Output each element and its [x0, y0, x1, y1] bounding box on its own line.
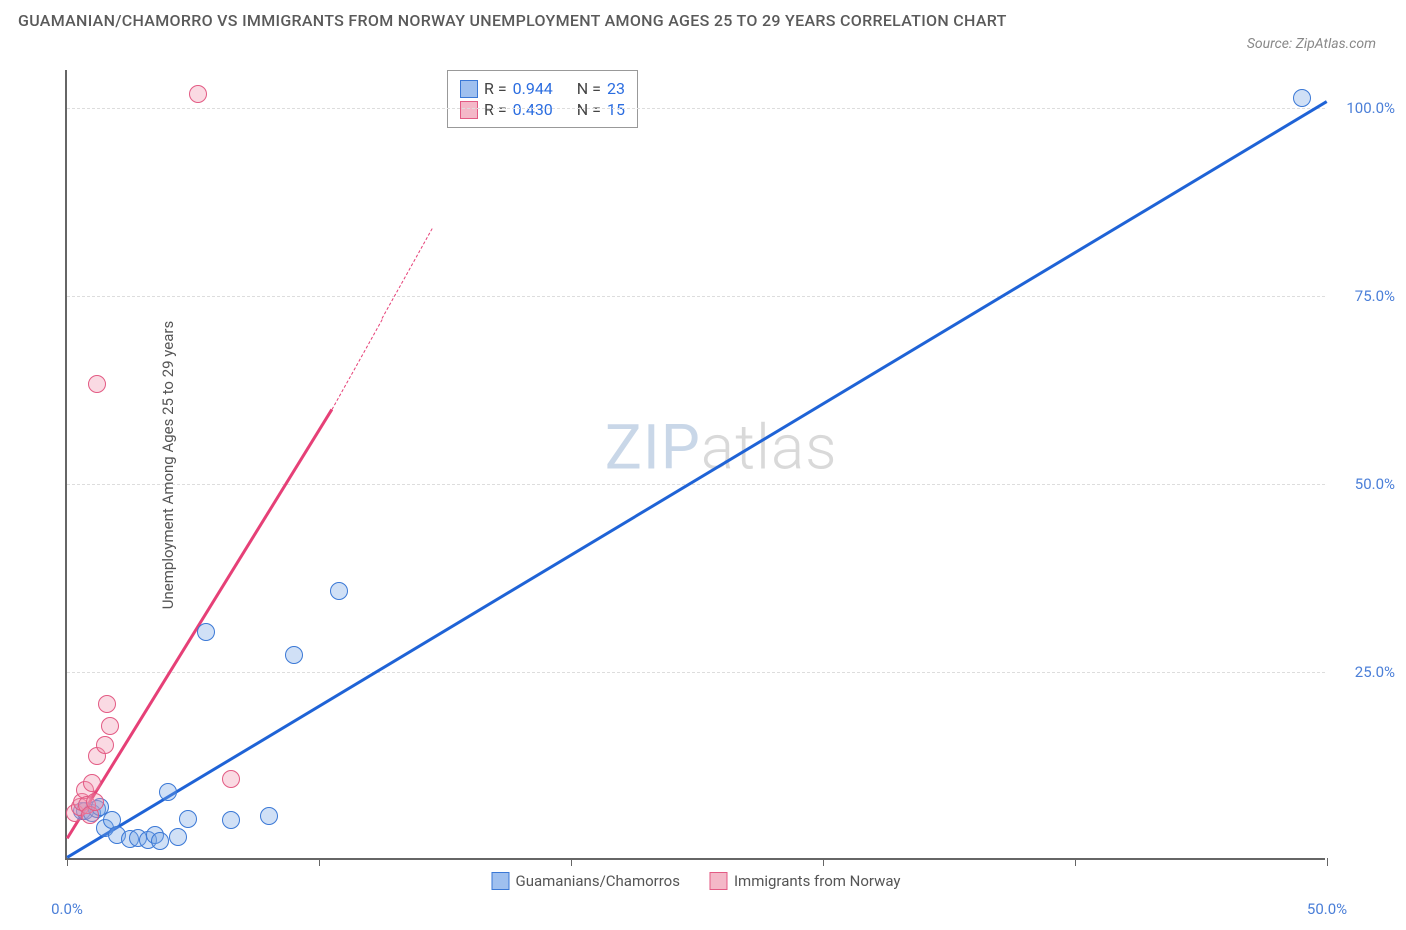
series-legend-label: Guamanians/Chamorros	[515, 872, 679, 890]
series-legend-item: Immigrants from Norway	[710, 872, 901, 890]
x-tick	[319, 858, 320, 866]
data-point	[101, 717, 119, 735]
data-point	[197, 623, 215, 641]
trend-line	[331, 319, 382, 410]
legend-row: R = 0.430 N = 15	[460, 100, 625, 119]
gridline	[67, 672, 1325, 673]
x-tick	[571, 858, 572, 866]
legend-r-label: R =	[484, 100, 507, 119]
y-tick-label: 100.0%	[1346, 99, 1395, 117]
gridline	[67, 484, 1325, 485]
data-point	[169, 828, 187, 846]
trend-line	[66, 100, 1327, 858]
legend-row: R = 0.944 N = 23	[460, 79, 625, 98]
data-point	[159, 783, 177, 801]
legend-r-value: 0.430	[513, 100, 553, 119]
data-point	[285, 646, 303, 664]
x-tick	[823, 858, 824, 866]
source-attribution: Source: ZipAtlas.com	[1247, 36, 1376, 52]
legend-n-label: N =	[577, 100, 601, 119]
data-point	[1293, 89, 1311, 107]
legend-r-value: 0.944	[513, 79, 553, 98]
legend-swatch	[491, 872, 509, 890]
data-point	[98, 695, 116, 713]
y-tick-label: 75.0%	[1355, 287, 1395, 305]
trend-line	[382, 228, 433, 319]
legend-n-label: N =	[577, 79, 601, 98]
y-tick-label: 25.0%	[1355, 663, 1395, 681]
data-point	[222, 811, 240, 829]
gridline	[67, 108, 1325, 109]
legend-swatch	[710, 872, 728, 890]
y-tick-label: 50.0%	[1355, 475, 1395, 493]
data-point	[86, 793, 104, 811]
legend-swatch	[460, 101, 478, 119]
chart-title: GUAMANIAN/CHAMORRO VS IMMIGRANTS FROM NO…	[18, 10, 1007, 32]
legend-n-value: 23	[607, 79, 625, 98]
data-point	[222, 770, 240, 788]
watermark-zip: ZIP	[605, 412, 701, 485]
data-point	[179, 810, 197, 828]
legend-n-value: 15	[607, 100, 625, 119]
watermark: ZIPatlas	[605, 412, 838, 485]
watermark-atlas: atlas	[701, 412, 838, 485]
stats-legend: R = 0.944 N = 23 R = 0.430 N = 15	[447, 70, 638, 128]
legend-swatch	[460, 80, 478, 98]
x-tick	[1327, 858, 1328, 866]
data-point	[151, 832, 169, 850]
x-tick	[1075, 858, 1076, 866]
plot-area: ZIPatlas R =0.944N =23R =0.430N =15 Guam…	[65, 70, 1325, 860]
legend-r-label: R =	[484, 79, 507, 98]
data-point	[88, 375, 106, 393]
series-legend-label: Immigrants from Norway	[734, 872, 901, 890]
x-tick-label: 50.0%	[1307, 900, 1347, 918]
x-tick	[67, 858, 68, 866]
data-point	[330, 582, 348, 600]
series-legend: Guamanians/Chamorros Immigrants from Norw…	[491, 872, 900, 890]
series-legend-item: Guamanians/Chamorros	[491, 872, 679, 890]
data-point	[83, 774, 101, 792]
x-tick-label: 0.0%	[51, 900, 83, 918]
gridline	[67, 296, 1325, 297]
data-point	[189, 85, 207, 103]
data-point	[260, 807, 278, 825]
data-point	[96, 736, 114, 754]
